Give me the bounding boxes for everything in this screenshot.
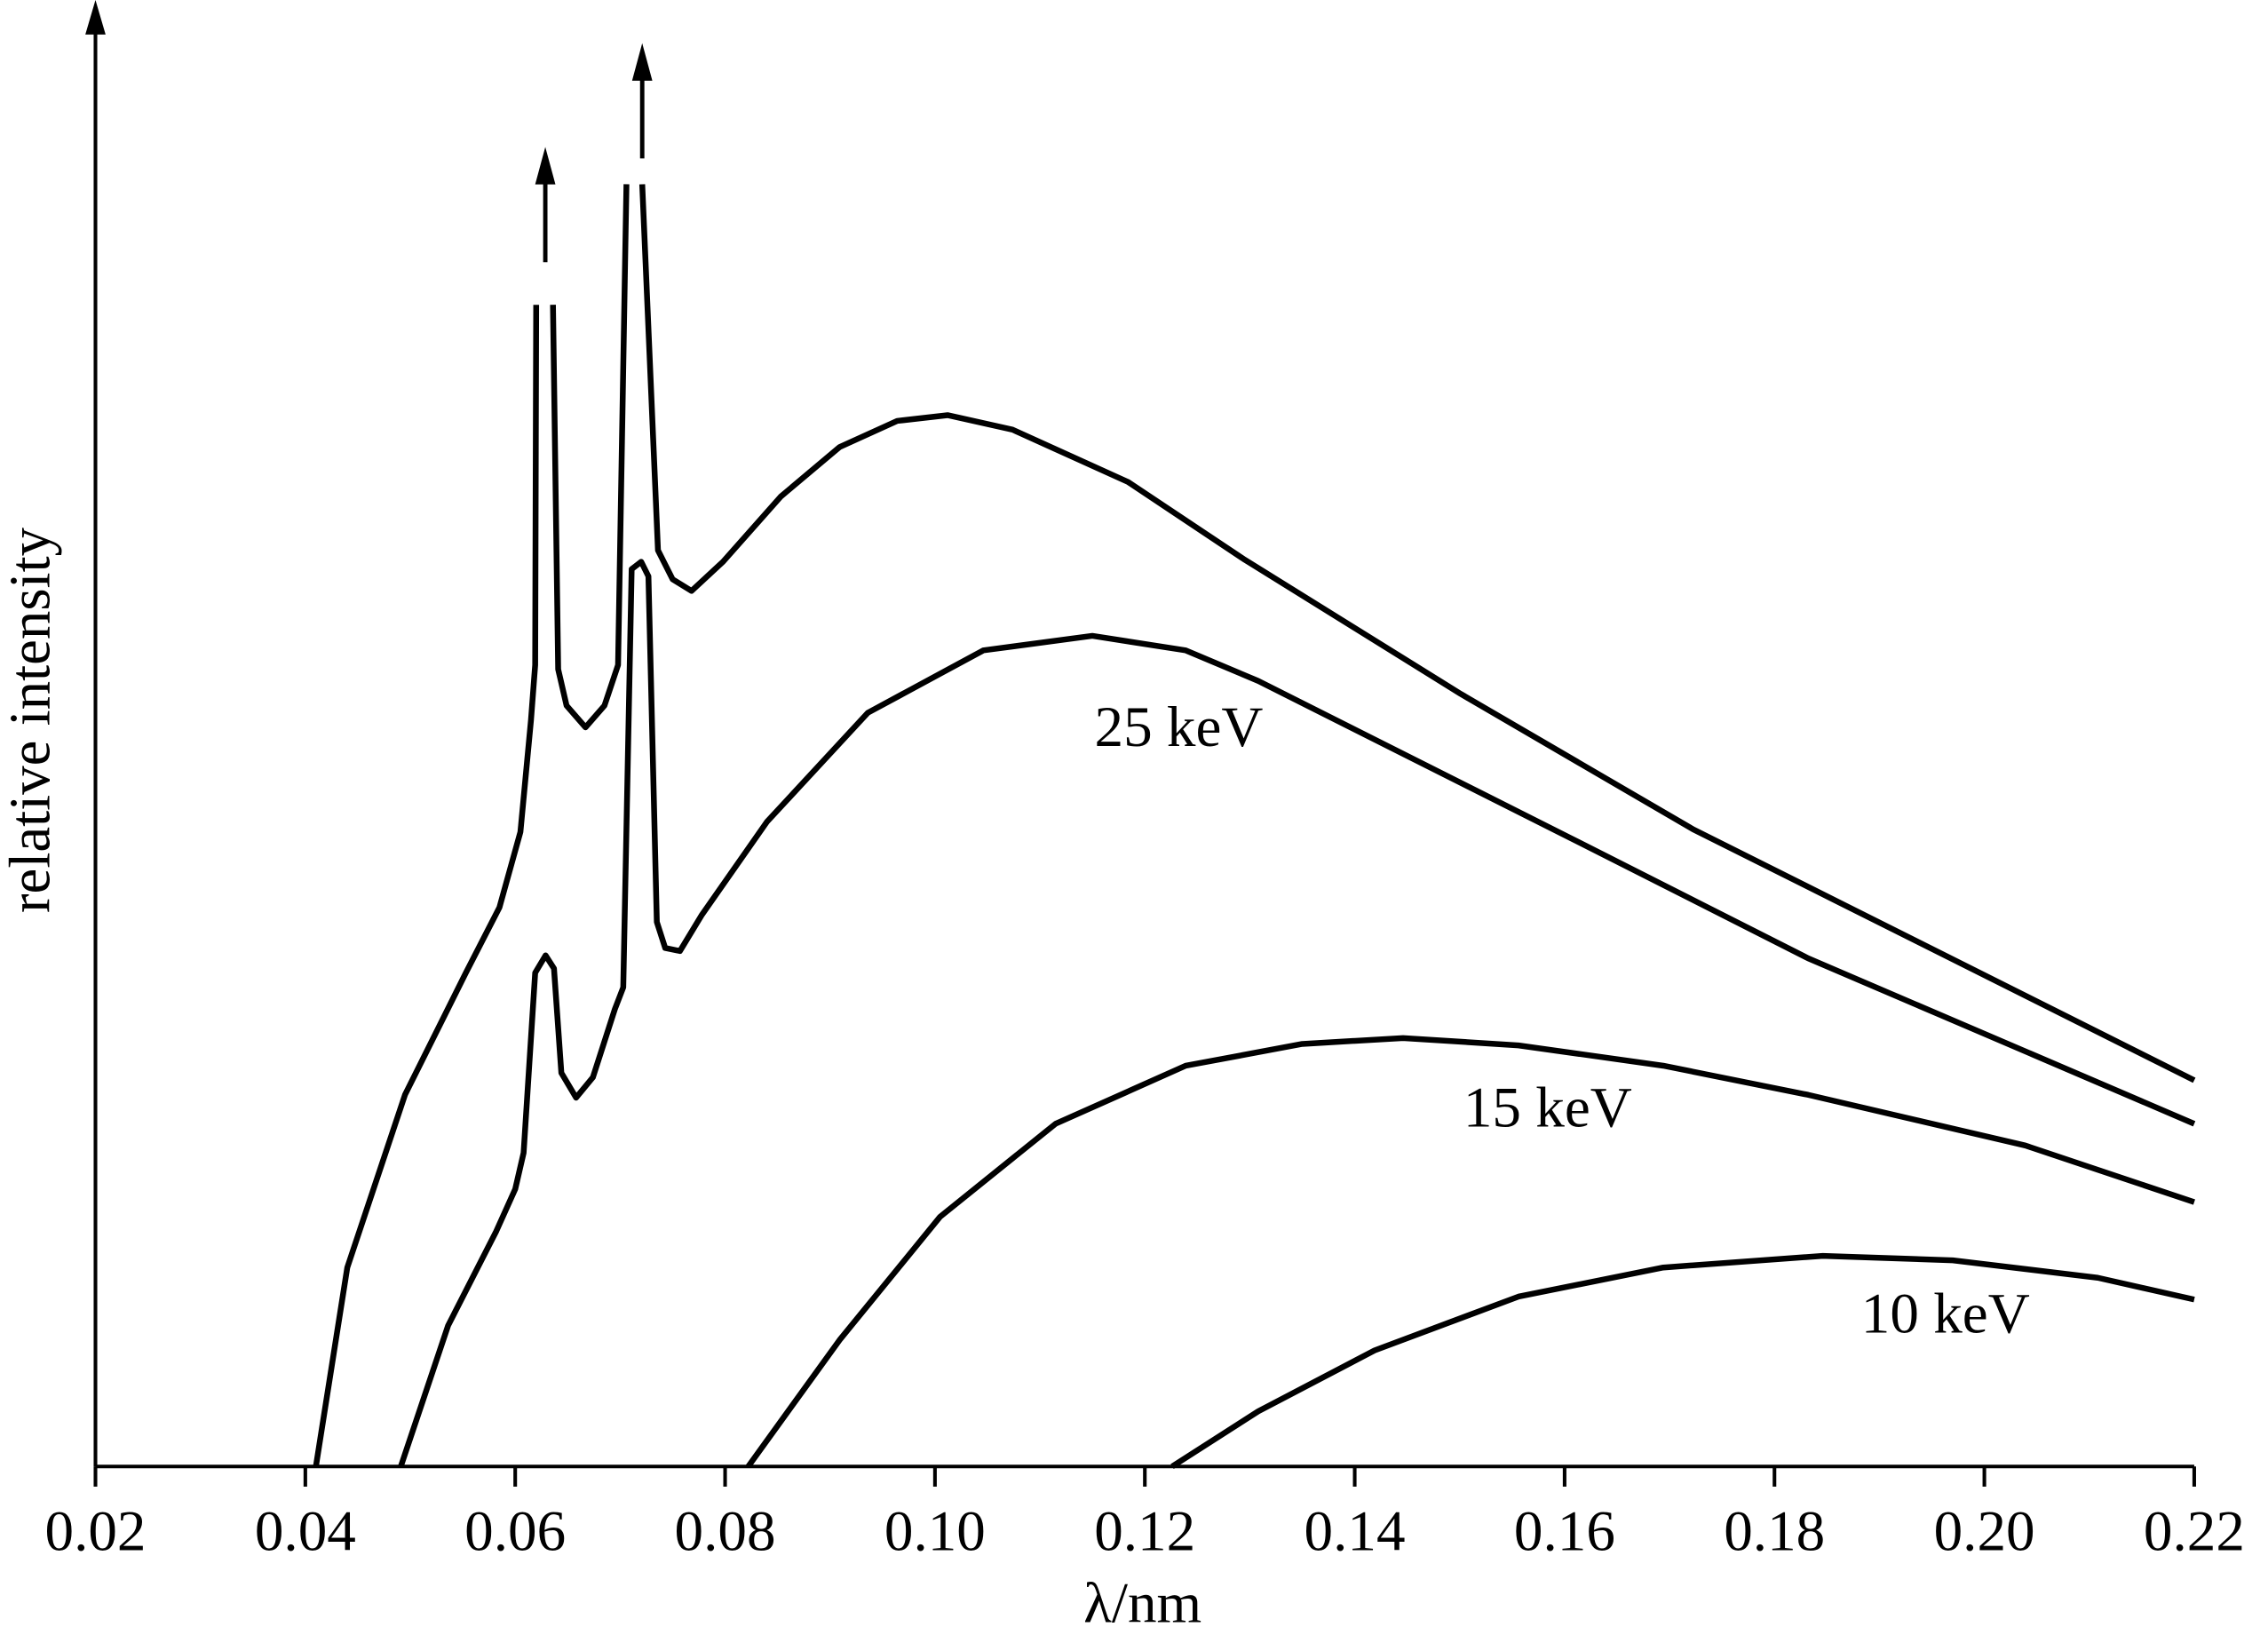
x-tick-label: 0.14: [1304, 1499, 1406, 1563]
x-tick-label: 0.22: [2144, 1499, 2245, 1563]
curve-label: 25 keV: [1095, 695, 1264, 759]
y-axis-label: relative intensity: [0, 527, 62, 913]
y-axis-arrow: [85, 0, 106, 35]
x-tick-label: 0.16: [1514, 1499, 1615, 1563]
x-tick-label: 0.06: [464, 1499, 566, 1563]
x-axis-label: λ/nm: [1083, 1572, 1201, 1635]
curve: [313, 184, 2196, 1467]
curve: [1170, 1252, 2195, 1469]
curve-label: 15 keV: [1463, 1076, 1632, 1140]
curve-label: 10 keV: [1861, 1282, 2030, 1345]
x-tick-label: 0.02: [45, 1499, 147, 1563]
peak-arrow-head: [631, 43, 653, 81]
curve: [745, 1035, 2195, 1469]
x-tick-label: 0.04: [255, 1499, 356, 1563]
curve: [398, 559, 2196, 1468]
peak-arrow-head: [535, 147, 556, 185]
x-tick-label: 0.18: [1724, 1499, 1825, 1563]
x-tick-label: 0.10: [884, 1499, 986, 1563]
x-tick-label: 0.12: [1094, 1499, 1195, 1563]
x-tick-label: 0.08: [675, 1499, 776, 1563]
x-tick-label: 0.20: [1934, 1499, 2035, 1563]
